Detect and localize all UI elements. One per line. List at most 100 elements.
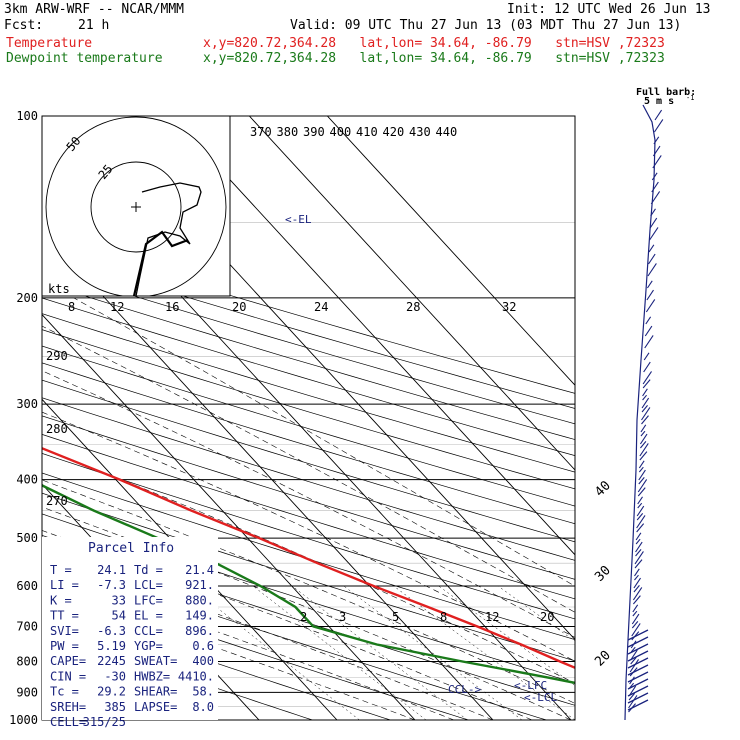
temperature-profile-line [42,446,575,670]
wind-key-title: Full barb: [636,87,696,98]
location-info-dewpoint: x,y=820.72,364.28 lat,lon= 34.64, -86.79… [203,51,665,66]
parcel-info-value: -30 [104,669,126,683]
parcel-info-value: 400 [192,654,214,668]
mixing-ratio-line [189,585,360,720]
wind-barb [630,649,638,661]
wind-barb [636,513,644,521]
wind-barb [635,532,642,541]
wind-barb [635,538,641,545]
mixing-ratio-label: 12 [485,610,499,624]
wind-barb [627,657,649,669]
parcel-info-value: 880. [185,593,214,607]
wind-barb [634,559,643,569]
parcel-info-label: T = [50,563,72,577]
pressure-tick-label: 400 [16,473,38,487]
mixing-ratio-label: 2 [300,610,307,624]
moist-adiabat-line [73,297,575,587]
wind-barb-staff [624,104,656,721]
wind-barb [638,477,645,485]
parcel-info-label: K = [50,593,72,607]
parcel-info-value: 385 [104,700,126,714]
hodograph-units: kts [48,282,70,296]
wind-barb [636,515,646,529]
dry-adiabat-line [42,433,575,600]
wind-barb [634,574,639,581]
lfc-label: <-LFC [514,679,547,692]
dry-adiabat-line [42,313,575,473]
hodograph-trace [135,182,202,296]
isotherm-line [170,116,575,556]
dry-adiabat-line [42,492,575,662]
wind-barb [641,407,651,421]
moist-adiabat-line [42,568,455,720]
dry-adiabat-line [42,345,575,507]
dry-adiabat-label: 400 [330,125,352,139]
parcel-info-label: LI = [50,578,79,592]
hodograph-ring [45,116,227,296]
forecast-hour: 21 h [78,18,110,33]
parcel-info-value: 58. [192,685,214,699]
dry-adiabat-line [42,579,470,720]
wind-barb [641,397,650,409]
wind-barb [643,352,650,361]
wind-barb [651,181,659,193]
parcel-info-label: YGP= [134,639,163,653]
wind-barb [640,424,647,433]
dry-adiabat-line [42,627,314,720]
wind-barb [654,119,664,133]
pressure-tick-label: 800 [16,654,38,668]
dry-adiabat-label: 280 [46,422,68,436]
wind-key-exponent: -1 [686,94,694,102]
wind-barb [638,469,646,481]
parcel-info-value: 921. [185,578,214,592]
dry-adiabat-line [42,415,575,580]
wind-barb [637,502,643,509]
temperature-legend: Temperature [6,36,93,51]
parcel-info-value: 33 [112,593,126,607]
parcel-info-value: 2245 [97,654,126,668]
dry-adiabat-line [42,472,575,640]
wind-barb [636,523,645,533]
wind-barb [645,299,656,313]
wind-barb [639,451,648,461]
hodograph-scale-label: 28 [406,300,420,314]
parcel-info-label: CELL= [50,715,86,729]
parcel-info-value: 54 [112,609,126,623]
wind-barb [650,208,656,217]
parcel-info-label: EL = [134,609,163,623]
forecast-label: Fcst: [4,18,44,33]
wind-barb [654,109,663,121]
parcel-info-label: LAPSE= [134,700,177,714]
wind-barb [627,678,649,690]
wind-barb [627,629,649,641]
parcel-info-label: Tc = [50,685,79,699]
wind-barb [632,604,639,613]
wind-barb [627,699,649,711]
wind-key-value: 5 m s [644,96,674,107]
wind-barb [642,394,648,401]
dry-adiabat-label: 440 [436,125,458,139]
wind-barb [632,595,641,605]
parcel-info-value: 315/25 [83,715,126,729]
wind-barb [649,217,658,229]
mixing-ratio-line [291,585,468,720]
wind-barb [643,361,651,373]
dry-adiabat-line [42,513,575,684]
dry-adiabat-line [42,267,575,425]
moist-adiabat-line [42,550,494,720]
pressure-tick-label: 900 [16,685,38,699]
plot-frame [41,115,576,721]
moist-adiabat-line [42,411,575,662]
dry-adiabat-label: 430 [409,125,431,139]
wind-barb [628,693,636,701]
wind-barb [638,466,644,473]
wind-barb [636,505,645,517]
wind-barb [630,646,636,653]
wind-barb [628,695,638,709]
dry-adiabat-label: 410 [356,125,378,139]
pressure-tick-label: 600 [16,579,38,593]
mixing-ratio-label: 20 [540,610,554,624]
isotherm-line [248,116,575,471]
wind-barb [637,487,646,497]
parcel-info-value: 896. [185,624,214,638]
